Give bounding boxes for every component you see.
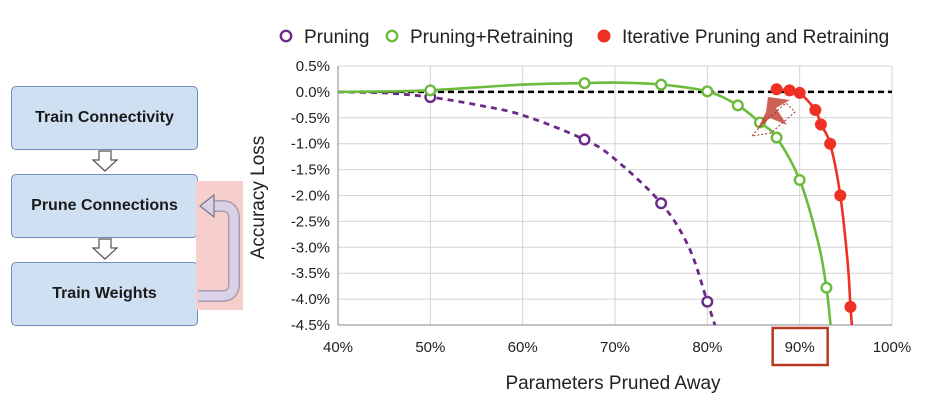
flowchart-decorations [91, 150, 243, 310]
highlight-90-box [771, 326, 829, 367]
data-point [731, 99, 744, 112]
x-tick-label: 60% [508, 339, 538, 356]
loop-arrow-head [199, 193, 215, 219]
training-flowchart: Train Connectivity Prune Connections Tra… [0, 0, 250, 413]
tick-labels: 40% 50% 60% 70% 80% 90% 100% 0.5% 0.0% -0.5% -1.0%… [291, 58, 911, 356]
y-tick-label: 0.0% [296, 84, 330, 101]
y-tick-label: -2.0% [291, 188, 330, 205]
x-tick-label: 90% [785, 339, 815, 356]
improvement-arrow [750, 97, 796, 137]
series-layer [338, 77, 857, 325]
legend-item: Pruning [279, 27, 370, 48]
data-point [655, 78, 668, 91]
y-tick-label: 0.5% [296, 58, 330, 75]
prune-connections-step: Prune Connections [11, 174, 198, 238]
y-tick-label: -1.0% [291, 136, 330, 153]
x-axis-title: Parameters Pruned Away [505, 373, 721, 394]
legend-label: Pruning [304, 27, 370, 48]
x-tick-label: 70% [600, 339, 630, 356]
down-arrow-icon [91, 238, 119, 260]
diagonal-arrow-icon [757, 97, 790, 130]
data-point [701, 295, 714, 308]
legend-marker [597, 29, 611, 43]
y-tick-label: -1.5% [291, 162, 330, 179]
legend: Pruning Pruning+Retraining Iterative Pruni… [279, 27, 889, 48]
legend-marker [279, 29, 293, 43]
series-line [776, 88, 854, 325]
x-tick-label: 100% [873, 339, 911, 356]
data-point [820, 281, 833, 294]
series-1 [338, 77, 833, 325]
data-point [834, 189, 847, 202]
data-point [578, 77, 591, 90]
legend-label: Pruning+Retraining [410, 27, 573, 48]
y-tick-label: -4.0% [291, 291, 330, 308]
legend-marker [385, 29, 399, 43]
arrow-outline [750, 102, 796, 137]
down-arrow-icon [91, 150, 119, 172]
train-connectivity-step: Train Connectivity [11, 86, 198, 150]
data-point [844, 300, 857, 313]
data-point [793, 173, 806, 186]
data-point [783, 84, 796, 97]
series-0 [338, 90, 717, 325]
data-point [770, 83, 783, 96]
data-point [824, 137, 837, 150]
x-tick-label: 80% [692, 339, 722, 356]
x-tick-label: 50% [415, 339, 445, 356]
data-point [809, 104, 822, 117]
legend-label: Iterative Pruning and Retraining [622, 27, 889, 48]
y-tick-label: -3.0% [291, 239, 330, 256]
data-point [793, 86, 806, 99]
y-tick-label: -2.5% [291, 213, 330, 230]
series-line [338, 90, 717, 325]
data-point [770, 131, 783, 144]
y-tick-label: -3.5% [291, 265, 330, 282]
legend-item: Iterative Pruning and Retraining [597, 27, 889, 48]
data-point [424, 84, 437, 97]
data-point [701, 85, 714, 98]
grid [337, 65, 893, 326]
data-point [578, 133, 591, 146]
axes [337, 66, 892, 326]
series-2 [770, 83, 857, 325]
data-point [655, 197, 668, 210]
x-tick-label: 40% [323, 339, 353, 356]
loop-arrow-body [198, 201, 239, 301]
train-weights-step: Train Weights [11, 262, 198, 326]
y-tick-label: -0.5% [291, 110, 330, 127]
data-point [814, 118, 827, 131]
legend-item: Pruning+Retraining [385, 27, 573, 48]
y-axis-title: Accuracy Loss [248, 136, 269, 260]
y-tick-label: -4.5% [291, 317, 330, 334]
